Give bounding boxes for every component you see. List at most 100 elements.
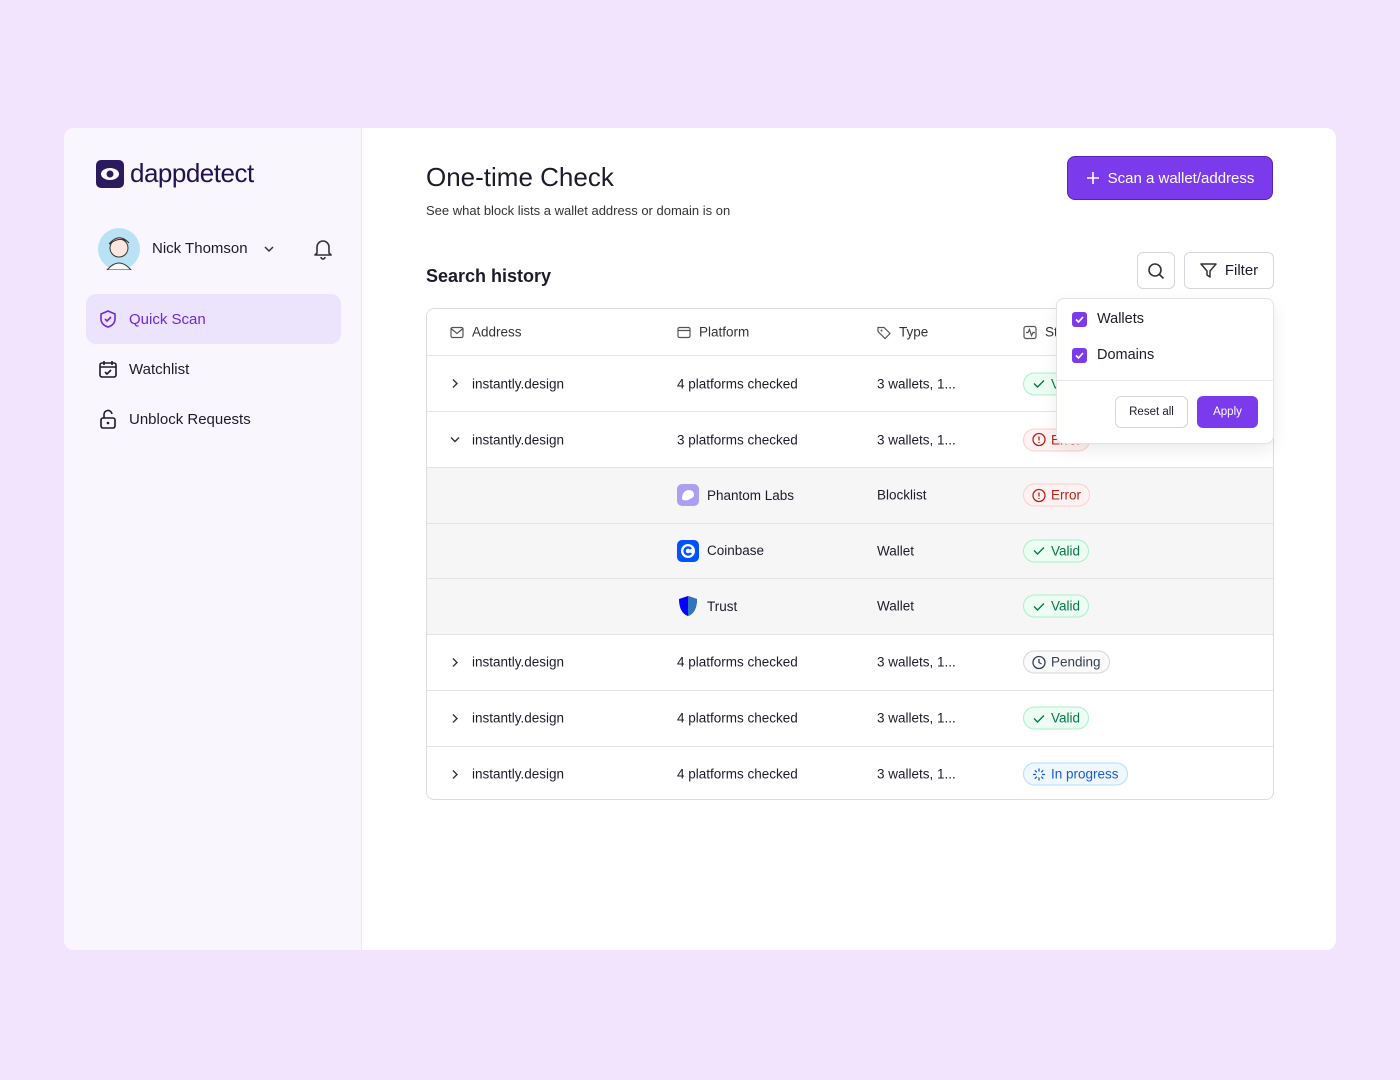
platform: 4 platforms checked [677, 376, 798, 391]
status-icon [1032, 655, 1046, 669]
address-cell: instantly.design [450, 655, 564, 670]
status-label: Valid [1051, 543, 1081, 559]
status-badge: Valid [1023, 706, 1090, 730]
column-label: Type [899, 324, 929, 340]
status-icon [1033, 714, 1045, 723]
status-label: In progress [1051, 766, 1119, 782]
type: Wallet [877, 543, 915, 559]
address: instantly.design [472, 654, 565, 670]
reset-button[interactable]: Reset all [1115, 396, 1188, 428]
detail-row: Phantom Labs Blocklist Error [427, 467, 1273, 523]
status-cell: Valid [1023, 706, 1090, 730]
status-label: Valid [1051, 710, 1081, 726]
status-cell: Error [1023, 483, 1090, 507]
expand-chevron [452, 769, 458, 779]
page-title: One-time Check [426, 162, 614, 192]
platform-cell: Coinbase [677, 539, 765, 562]
nav-icon [100, 310, 116, 328]
platform-logo [677, 484, 699, 507]
type: 3 wallets, 1... [877, 432, 956, 447]
section-title: Search history [426, 266, 552, 286]
status-cell: In progress [1023, 762, 1128, 786]
filter-popup: Reset all Apply Wallets Domains [1056, 298, 1274, 444]
table-row[interactable]: instantly.design 3 platforms checked 3 wal… [427, 411, 1273, 467]
platform: 3 platforms checked [677, 432, 798, 447]
nav-label: Watchlist [129, 360, 190, 378]
avatar[interactable] [98, 228, 140, 270]
type: Wallet [877, 598, 915, 614]
nav-label: Unblock Requests [129, 410, 251, 428]
history-table: AddressPlatformTypeStatusinstantly.desig… [426, 308, 1274, 800]
checkbox [1072, 311, 1087, 327]
status-badge: Valid [1023, 539, 1090, 563]
status-icon [1032, 432, 1046, 447]
table-row[interactable]: instantly.design 4 platforms checked 3 wal… [427, 633, 1273, 690]
type: 3 wallets, 1... [877, 376, 956, 391]
platform-cell: Phantom Labs [677, 484, 795, 507]
platform-name: Trust [707, 598, 738, 614]
status-icon [1033, 602, 1045, 611]
nav-icon [100, 409, 116, 429]
status-badge: Valid [1023, 594, 1090, 618]
checkbox [1072, 347, 1087, 363]
nav-item[interactable]: Unblock Requests [86, 394, 341, 444]
status-badge: Error [1023, 483, 1090, 507]
nav-item[interactable]: Watchlist [86, 344, 341, 394]
address-cell: instantly.design [450, 767, 564, 782]
column-icon [450, 326, 464, 338]
logo-icon [96, 160, 124, 188]
platform: 4 platforms checked [677, 766, 798, 782]
platform-cell: Trust [677, 595, 737, 617]
filter-option[interactable]: Domains [1072, 347, 1154, 363]
detail-row: Coinbase Wallet Valid [427, 522, 1273, 578]
status-label: Valid [1051, 598, 1081, 614]
status-cell: Valid [1023, 539, 1090, 563]
expand-chevron [452, 713, 458, 723]
table-row[interactable]: instantly.design 4 platforms checked 3 wal… [427, 689, 1273, 746]
apply-button[interactable]: Apply [1197, 396, 1258, 428]
user-name[interactable]: Nick Thomson [152, 240, 248, 257]
expand-chevron [452, 379, 458, 388]
platform-name: Coinbase [707, 543, 765, 559]
status-cell: Valid [1023, 594, 1090, 618]
column-icon [1023, 325, 1037, 339]
expand-chevron [452, 657, 458, 667]
table-row[interactable]: instantly.design 4 platforms checked 3 wal… [427, 745, 1273, 800]
nav-item[interactable]: Quick Scan [86, 294, 341, 344]
column-icon [677, 326, 691, 338]
status-label: Pending [1051, 654, 1101, 670]
app-card: dappdetect Nick Thomson Quick Scan Watchl… [64, 128, 1336, 950]
address-cell: instantly.design [450, 432, 564, 447]
status-icon [1032, 488, 1046, 502]
bell-icon[interactable] [313, 238, 333, 260]
page-subtitle: See what block lists a wallet address or… [426, 203, 731, 218]
plus-icon [1086, 172, 1099, 184]
filter-button[interactable]: Filter [1184, 252, 1274, 289]
address: instantly.design [472, 432, 565, 447]
filter-option-label: Wallets [1097, 311, 1144, 327]
filter-icon [1200, 262, 1217, 278]
nav-icon [99, 361, 117, 378]
type: 3 wallets, 1... [877, 710, 956, 726]
type: Blocklist [877, 487, 927, 503]
platform-name: Phantom Labs [707, 487, 795, 503]
column-label: Address [472, 324, 522, 340]
column-header: Address [450, 325, 522, 340]
status-icon [1033, 380, 1045, 388]
chevron-down[interactable] [263, 243, 275, 255]
scan-button[interactable]: Scan a wallet/address [1067, 156, 1273, 200]
type: 3 wallets, 1... [877, 654, 956, 670]
address: instantly.design [472, 766, 565, 782]
brand: dappdetect [130, 158, 254, 188]
address-cell: instantly.design [450, 376, 564, 391]
filter-label: Filter [1224, 262, 1259, 279]
sidebar: dappdetect Nick Thomson Quick Scan Watchl… [64, 128, 362, 950]
status-icon [1033, 768, 1045, 780]
search-button[interactable] [1137, 252, 1175, 289]
filter-option[interactable]: Wallets [1072, 311, 1144, 327]
detail-row: Trust Wallet Valid [427, 578, 1273, 634]
platform: 4 platforms checked [677, 654, 798, 670]
platform-logo [679, 596, 697, 617]
status-badge: In progress [1023, 762, 1128, 786]
platform: 4 platforms checked [677, 710, 798, 726]
